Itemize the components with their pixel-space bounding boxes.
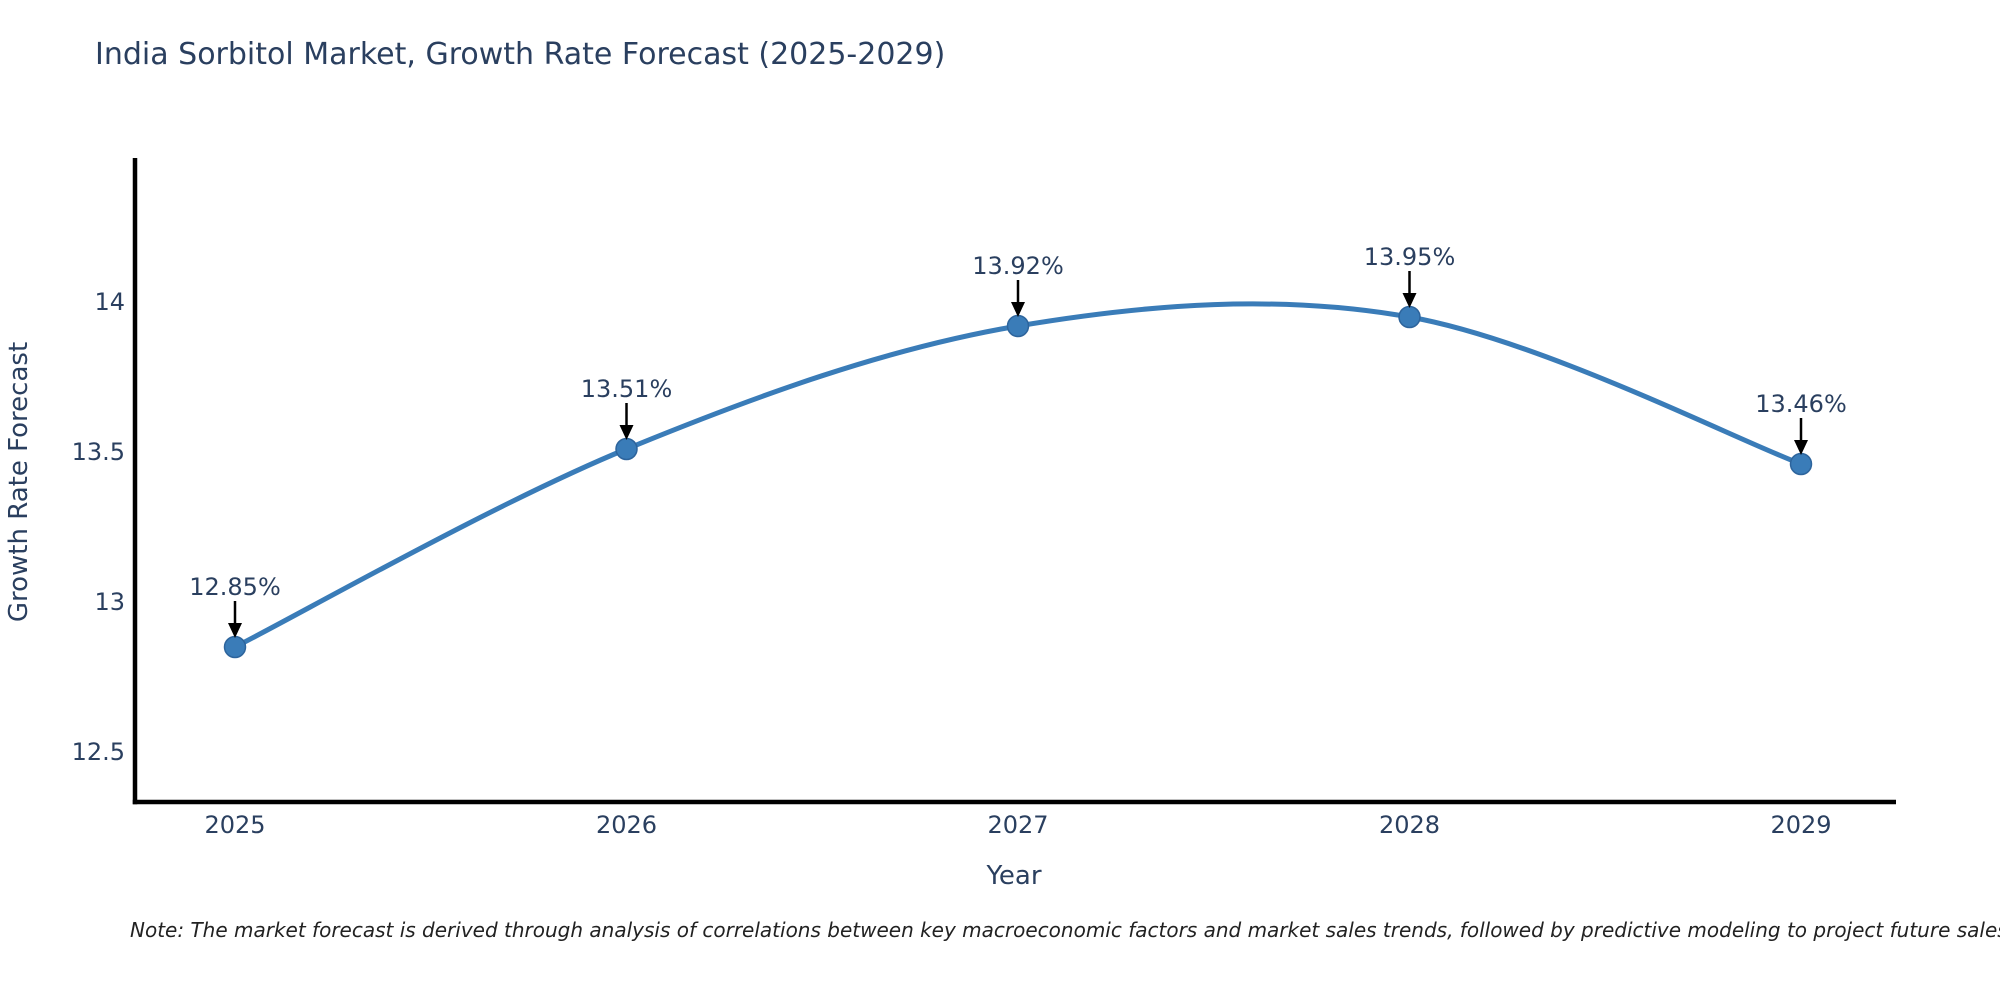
x-tick-label: 2028 <box>1379 811 1440 839</box>
data-point-2028 <box>1398 305 1421 329</box>
annotation-arrow-head <box>1011 302 1025 317</box>
y-tick-label: 13.5 <box>72 438 125 466</box>
y-tick-label: 13 <box>94 588 125 616</box>
data-point-2025 <box>223 635 247 659</box>
x-tick-label: 2029 <box>1770 811 1831 839</box>
footnote: Note: The market forecast is derived thr… <box>130 918 2000 942</box>
data-point-label: 13.95% <box>1364 243 1456 271</box>
y-axis-title: Growth Rate Forecast <box>4 342 34 622</box>
data-point-2029 <box>1789 452 1813 476</box>
y-tick-label: 12.5 <box>72 738 125 766</box>
annotation-arrow-head <box>1794 440 1808 455</box>
y-tick-label: 14 <box>94 288 125 316</box>
annotation-arrow-head <box>619 425 634 440</box>
data-point-2026 <box>615 437 638 461</box>
x-tick-label: 2027 <box>987 811 1048 839</box>
forecast-line <box>232 301 1804 650</box>
data-point-label: 12.85% <box>189 573 281 601</box>
x-tick-label: 2026 <box>596 811 657 839</box>
data-point-2027 <box>1006 314 1030 338</box>
data-point-label: 13.46% <box>1755 390 1847 418</box>
annotation-arrow-head <box>228 623 242 638</box>
data-point-label: 13.92% <box>972 252 1064 280</box>
x-tick-label: 2025 <box>204 811 265 839</box>
data-point-label: 13.51% <box>581 375 673 403</box>
x-axis-title: Year <box>985 861 1041 891</box>
chart-title: India Sorbitol Market, Growth Rate Forec… <box>95 37 946 72</box>
annotation-arrow-head <box>1402 293 1417 308</box>
